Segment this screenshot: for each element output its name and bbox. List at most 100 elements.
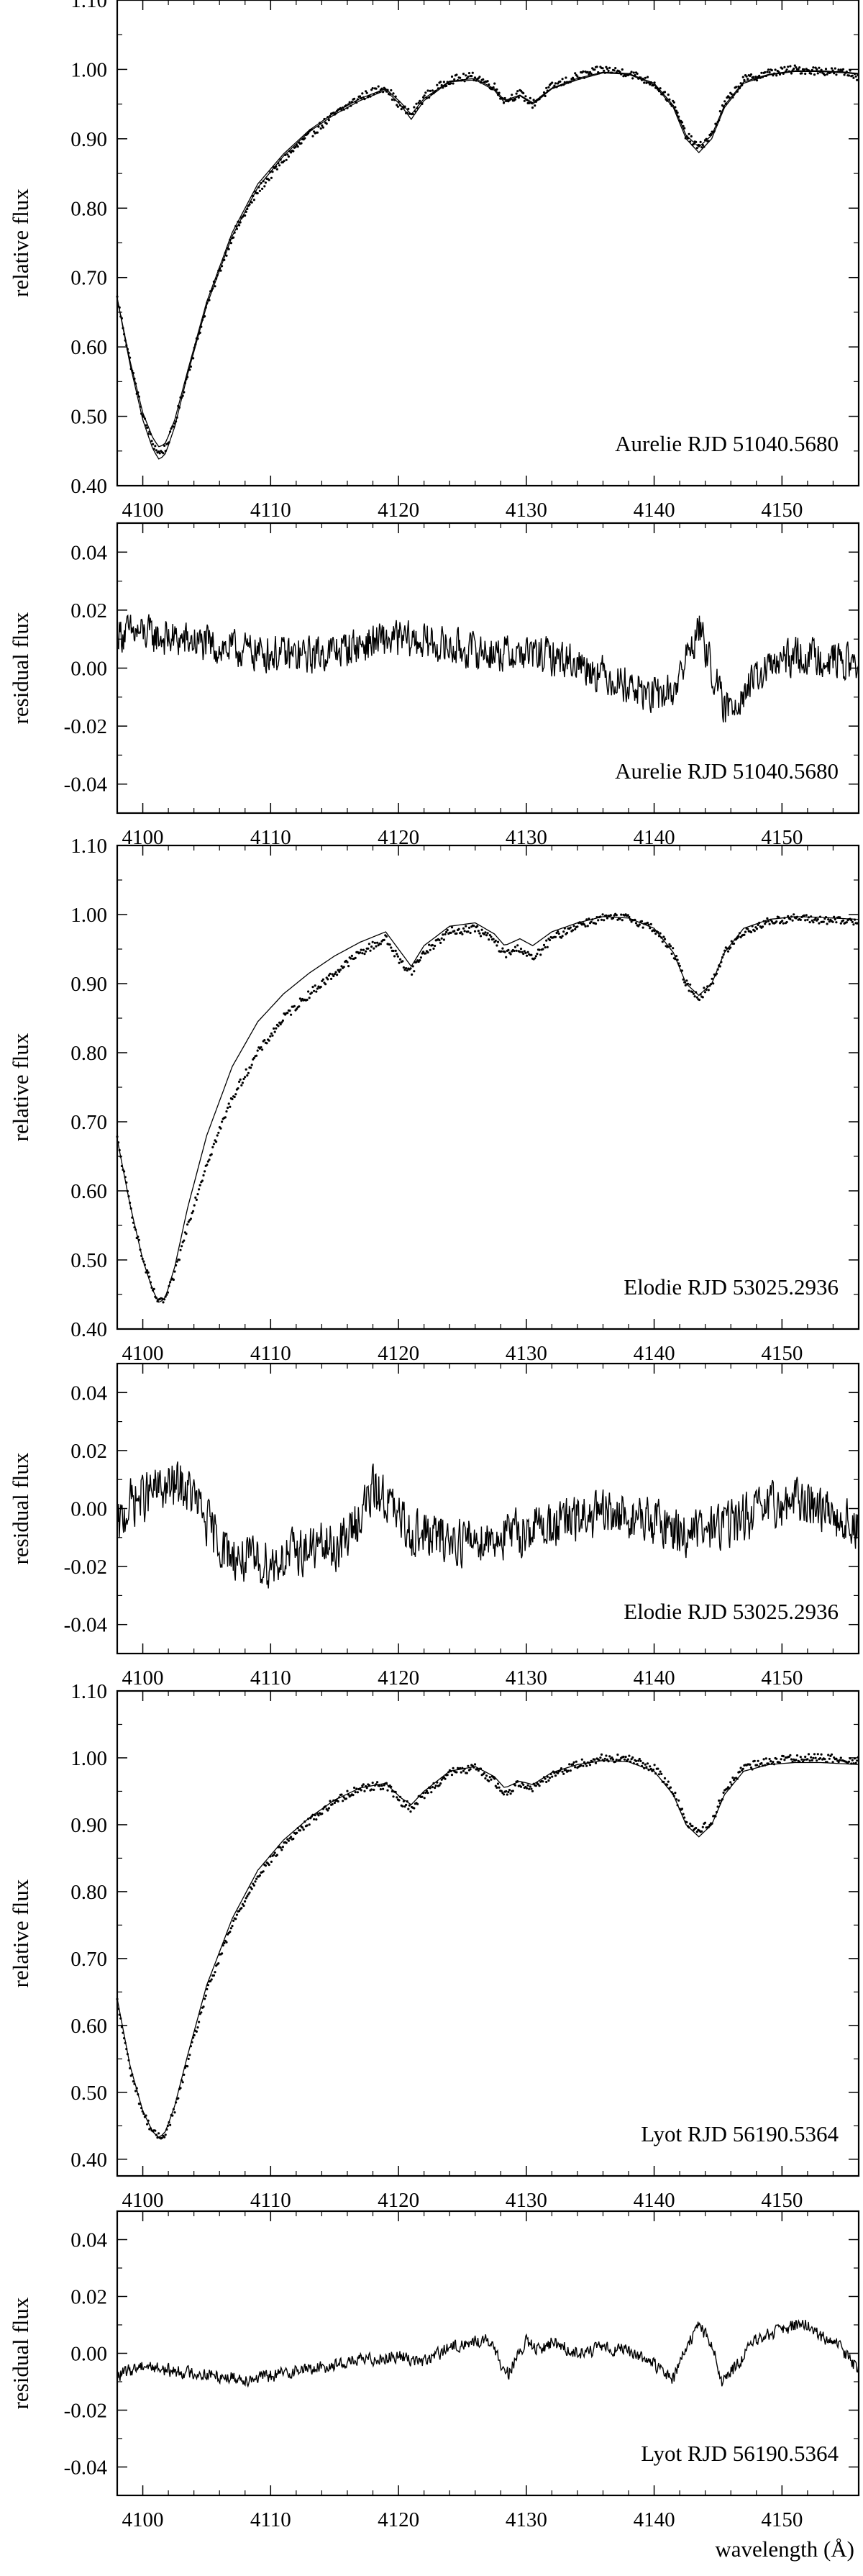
observed-data-point <box>462 1769 465 1772</box>
observed-data-point <box>375 945 378 948</box>
observed-data-point <box>798 66 801 69</box>
observed-data-point <box>263 185 266 188</box>
x-ticks: 4100 4110 4120 4130 4140 4150 <box>117 1691 859 2212</box>
observed-data-point <box>839 1759 841 1761</box>
observed-data-point <box>294 145 297 148</box>
observed-data-point <box>221 1952 224 1955</box>
observed-data-point <box>271 171 274 173</box>
observed-data-point <box>739 935 742 939</box>
observed-data-point <box>754 926 757 929</box>
observed-data-point <box>422 951 425 953</box>
observed-data-point <box>519 951 521 953</box>
observed-data-point <box>490 1778 493 1781</box>
observed-data-point <box>275 1027 278 1030</box>
observed-data-point <box>244 1076 247 1079</box>
observed-data-point <box>605 65 608 68</box>
observed-data-point <box>181 1245 183 1248</box>
x-tick-label: 4140 <box>634 499 675 522</box>
x-tick-label: 4110 <box>250 1342 291 1365</box>
plot-area <box>116 912 859 1304</box>
observed-data-point <box>506 1793 508 1796</box>
panel-2-aurelie-residual: 4100 4110 4120 4130 4140 4150 -0.04-0.020.000… <box>8 522 860 849</box>
x-ticks: 4100 4110 4120 4130 4140 4150 <box>117 845 859 1365</box>
y-tick-label: 1.10 <box>70 0 107 12</box>
observed-data-point <box>498 1786 501 1789</box>
observed-data-point <box>575 1760 577 1763</box>
observed-data-point <box>488 934 491 937</box>
observed-data-point <box>611 1758 615 1761</box>
plot-area <box>117 1461 859 1589</box>
observed-data-point <box>701 1826 704 1828</box>
observed-data-point <box>785 68 788 71</box>
observed-data-point <box>808 1759 811 1762</box>
observed-data-point <box>353 1786 356 1790</box>
observed-data-point <box>843 73 846 76</box>
observed-data-point <box>828 920 831 923</box>
observed-data-point <box>296 145 299 148</box>
observed-data-point <box>313 989 316 992</box>
observed-data-point <box>657 1767 659 1770</box>
observed-data-point <box>252 1056 255 1059</box>
observed-data-point <box>806 918 809 921</box>
observed-data-point <box>196 1193 199 1196</box>
observed-data-point <box>649 922 652 925</box>
observed-data-point <box>268 1864 270 1867</box>
observed-data-point <box>269 1035 272 1038</box>
observed-data-point <box>225 254 228 257</box>
observed-data-point <box>483 1772 485 1774</box>
observed-data-point <box>444 933 447 935</box>
observed-data-point <box>162 452 165 455</box>
observed-data-point <box>423 1797 426 1800</box>
observed-data-point <box>154 2129 157 2132</box>
y-tick-label: 0.80 <box>70 197 107 220</box>
observed-data-point <box>314 984 316 987</box>
observed-data-point <box>603 919 606 922</box>
observed-data-point <box>225 1110 228 1113</box>
observed-data-point <box>485 934 488 937</box>
observed-data-point <box>606 917 609 920</box>
observed-data-point <box>431 943 434 947</box>
observed-data-point <box>290 1836 293 1838</box>
observed-data-point <box>760 1761 763 1765</box>
observed-data-point <box>315 1818 318 1821</box>
observed-data-point <box>761 925 764 928</box>
observed-data-point <box>803 68 805 71</box>
observed-data-point <box>333 1801 336 1805</box>
observed-data-point <box>530 953 533 956</box>
observed-data-point <box>760 71 763 74</box>
observed-data-point <box>247 1893 250 1896</box>
x-tick-label: 4150 <box>761 2189 803 2212</box>
observed-data-point <box>827 1754 830 1756</box>
observed-data-point <box>677 1799 680 1802</box>
y-tick-label: 0.60 <box>70 2015 107 2038</box>
observed-data-point <box>502 101 506 104</box>
observed-data-point <box>534 955 537 958</box>
observed-data-point <box>799 918 802 921</box>
observed-data-point <box>712 982 715 985</box>
observed-data-point <box>583 923 586 926</box>
observed-data-point <box>641 926 644 929</box>
observed-data-point <box>287 1839 290 1842</box>
observed-data-point <box>574 1766 577 1769</box>
panel-5-lyot-spectrum: 4100 4110 4120 4130 4140 4150 0.40 0.50 0.60 0.7… <box>8 1680 860 2212</box>
observed-data-point <box>509 953 512 956</box>
observed-data-point <box>353 97 356 100</box>
observed-data-point <box>770 69 773 72</box>
observed-data-point <box>268 178 270 181</box>
panel-4-elodie-residual: 4100 4110 4120 4130 4140 4150 -0.04 -0.02 0.00 0… <box>8 1362 860 1690</box>
observed-data-point <box>758 74 761 77</box>
observed-data-point <box>606 68 609 71</box>
observed-data-point <box>245 1068 247 1071</box>
observed-data-point <box>738 1770 741 1773</box>
y-tick-label: 0.70 <box>70 1111 107 1134</box>
observed-data-point <box>772 1761 775 1764</box>
observed-data-point <box>425 1790 429 1792</box>
observed-data-point <box>391 98 394 101</box>
plot-frame <box>116 1690 860 2177</box>
observed-data-point <box>431 1786 434 1789</box>
observed-data-point <box>851 920 854 923</box>
y-tick-label: 0.04 <box>70 2229 107 2252</box>
observed-data-point <box>373 1788 375 1791</box>
observed-data-point <box>162 1301 165 1304</box>
observed-data-point <box>755 79 759 82</box>
